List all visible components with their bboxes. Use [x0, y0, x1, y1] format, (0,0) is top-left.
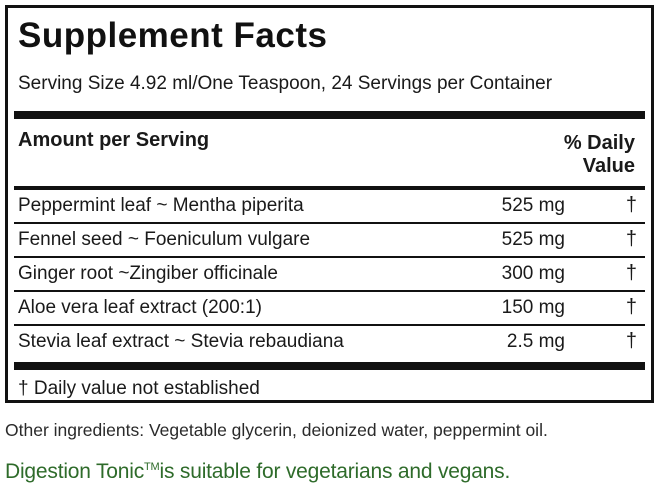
ingredient-dv: †	[625, 330, 637, 352]
amount-header: Amount per Serving	[18, 129, 210, 151]
ingredient-dv: †	[625, 194, 637, 216]
other-ingredients: Other ingredients: Vegetable glycerin, d…	[5, 420, 548, 440]
ingredient-row: Fennel seed ~ Foeniculum vulgare 525 mg …	[14, 224, 645, 256]
dv-header-line1: % Daily	[563, 132, 635, 154]
ingredient-dv: †	[625, 296, 637, 318]
trademark-mark: TM	[144, 461, 160, 473]
ingredient-row: Ginger root ~Zingiber officinale 300 mg …	[14, 258, 645, 290]
daily-value-header: % Daily Value	[564, 132, 635, 178]
ingredient-amount: 300 mg	[501, 263, 565, 284]
ingredient-name: Stevia leaf extract ~ Stevia rebaudiana	[18, 331, 344, 352]
claim-text: is suitable for vegetarians and vegans.	[159, 460, 511, 483]
dv-header-line2: Value	[582, 155, 635, 177]
ingredient-name: Ginger root ~Zingiber officinale	[18, 263, 278, 284]
ingredient-amount: 525 mg	[501, 229, 565, 250]
divider-mid	[14, 186, 645, 190]
ingredient-amount: 525 mg	[501, 195, 565, 216]
row-divider	[14, 324, 645, 326]
footnote: † Daily value not established	[18, 378, 260, 399]
divider-thick	[14, 362, 645, 370]
ingredient-row: Aloe vera leaf extract (200:1) 150 mg †	[14, 292, 645, 324]
ingredient-row: Stevia leaf extract ~ Stevia rebaudiana …	[14, 326, 645, 358]
serving-size: Serving Size 4.92 ml/One Teaspoon, 24 Se…	[18, 73, 553, 94]
vegetarian-claim: Digestion TonicTMis suitable for vegetar…	[5, 460, 510, 484]
ingredient-row: Peppermint leaf ~ Mentha piperita 525 mg…	[14, 190, 645, 222]
ingredient-dv: †	[625, 262, 637, 284]
row-divider	[14, 290, 645, 292]
ingredient-dv: †	[625, 228, 637, 250]
ingredient-name: Aloe vera leaf extract (200:1)	[18, 297, 262, 318]
row-divider	[14, 256, 645, 258]
row-divider	[14, 222, 645, 224]
product-name: Digestion Tonic	[5, 460, 145, 483]
ingredient-name: Fennel seed ~ Foeniculum vulgare	[18, 229, 311, 250]
panel-title: Supplement Facts	[18, 16, 328, 55]
ingredient-amount: 2.5 mg	[506, 331, 565, 352]
divider-thick	[14, 111, 645, 119]
supplement-facts-panel: Supplement Facts Serving Size 4.92 ml/On…	[5, 5, 654, 403]
ingredient-name: Peppermint leaf ~ Mentha piperita	[18, 195, 304, 216]
ingredient-amount: 150 mg	[501, 297, 565, 318]
